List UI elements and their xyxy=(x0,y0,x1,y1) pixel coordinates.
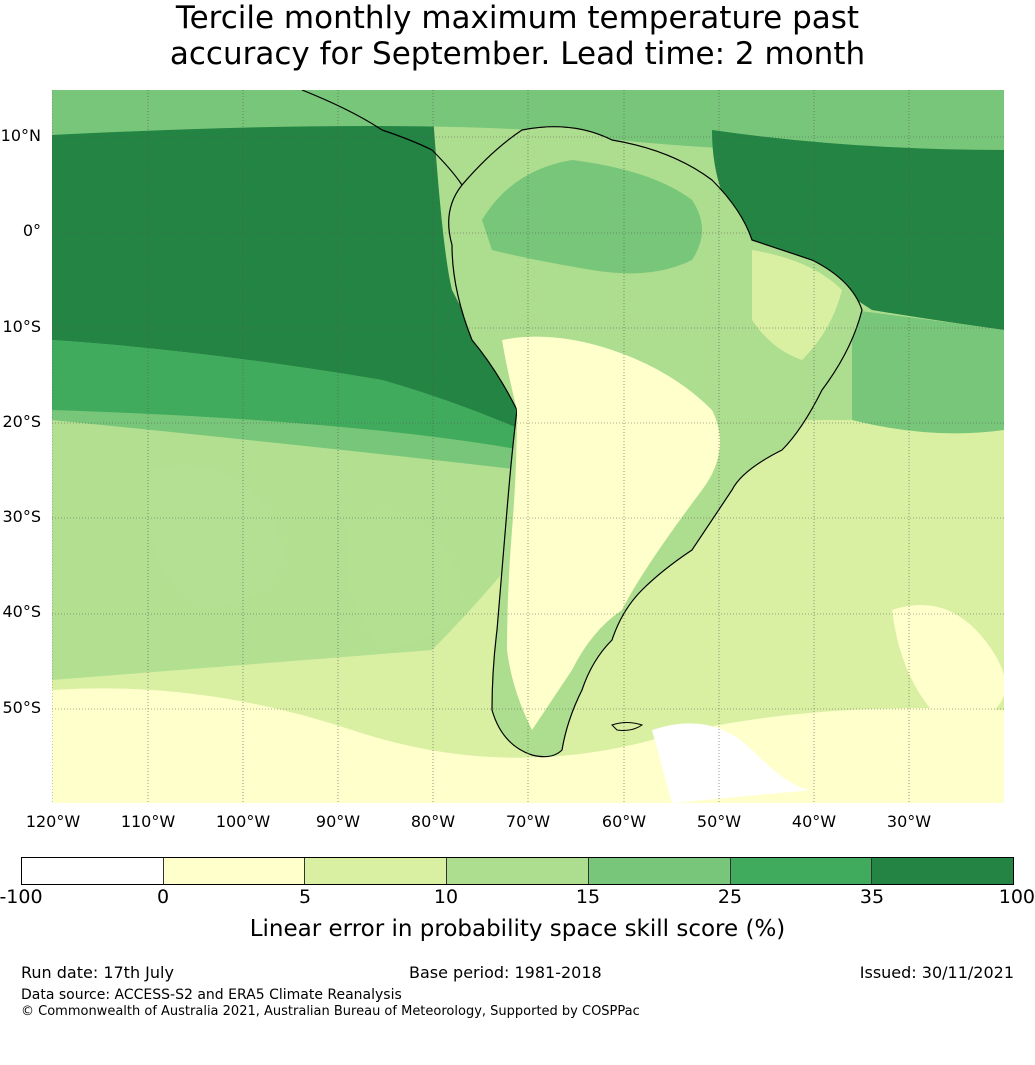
title-line-2: accuracy for September. Lead time: 2 mon… xyxy=(169,36,866,72)
lon-label-90w: 90°W xyxy=(315,812,361,831)
pale-patch-2 xyxy=(892,605,1004,730)
colorbar-seg xyxy=(163,858,306,884)
colorbar-seg xyxy=(305,858,448,884)
atlantic-mid xyxy=(852,310,1004,434)
central-america-coast xyxy=(301,90,463,186)
graticule xyxy=(52,90,1004,803)
colorbar-tick: -100 xyxy=(0,886,43,908)
colorbar-seg xyxy=(22,858,164,884)
tropical-pacific xyxy=(52,100,522,430)
colorbar-tick: 10 xyxy=(433,886,459,908)
lon-label-100w: 100°W xyxy=(215,812,271,831)
map-title: Tercile monthly maximum temperature past… xyxy=(0,0,1035,72)
land-dry-core xyxy=(502,336,720,730)
title-line-1: Tercile monthly maximum temperature past xyxy=(175,0,860,36)
lon-label-40w: 40°W xyxy=(791,812,837,831)
lon-label-60w: 60°W xyxy=(601,812,647,831)
falkland-islands xyxy=(611,722,644,731)
skill-score-map xyxy=(52,90,1004,803)
pale-patch-1 xyxy=(652,723,812,803)
colorbar xyxy=(21,857,1014,885)
lat-label-0: 0° xyxy=(22,221,41,240)
base-period: Base period: 1981-2018 xyxy=(409,963,602,982)
colorbar-tick: 15 xyxy=(575,886,601,908)
lon-label-120w: 120°W xyxy=(25,812,81,831)
tropical-atlantic xyxy=(712,130,1004,330)
colorbar-tick: 0 xyxy=(156,886,170,908)
colorbar-tick: 100 xyxy=(998,886,1035,908)
data-source: Data source: ACCESS-S2 and ERA5 Climate … xyxy=(21,987,402,1003)
colorbar-seg xyxy=(872,858,1014,884)
lat-label-30s: 30°S xyxy=(2,507,41,526)
lon-label-110w: 110°W xyxy=(120,812,176,831)
colorbar-tick: 35 xyxy=(859,886,885,908)
lat-label-10n: 10°N xyxy=(0,126,41,145)
tropical-pacific-edge xyxy=(52,340,522,450)
lat-label-40s: 40°S xyxy=(2,602,41,621)
land-coast-pale xyxy=(752,250,842,360)
lat-label-50s: 50°S xyxy=(2,698,41,717)
lon-label-70w: 70°W xyxy=(505,812,551,831)
lat-label-20s: 20°S xyxy=(2,412,41,431)
colorbar-tick: 25 xyxy=(717,886,743,908)
colorbar-label: Linear error in probability space skill … xyxy=(249,916,786,942)
colorbar-seg xyxy=(588,858,731,884)
issued-date: Issued: 30/11/2021 xyxy=(859,963,1014,982)
land-dark-amazon xyxy=(482,160,702,274)
lon-label-30w: 30°W xyxy=(886,812,932,831)
copyright: © Commonwealth of Australia 2021, Austra… xyxy=(21,1004,640,1019)
lon-label-80w: 80°W xyxy=(410,812,456,831)
lon-label-50w: 50°W xyxy=(696,812,742,831)
colorbar-tick: 5 xyxy=(298,886,312,908)
map-canvas xyxy=(52,90,1004,803)
lat-label-10s: 10°S xyxy=(2,317,41,336)
colorbar-seg xyxy=(730,858,873,884)
colorbar-seg xyxy=(447,858,589,884)
run-date: Run date: 17th July xyxy=(21,963,174,982)
